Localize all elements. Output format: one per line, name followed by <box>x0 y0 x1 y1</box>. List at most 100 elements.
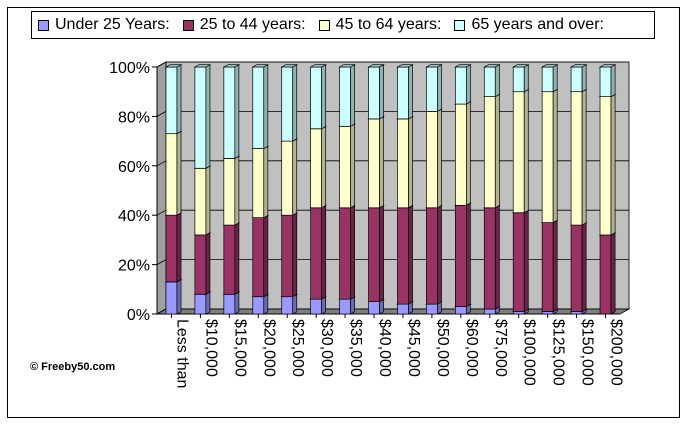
bar-segment <box>194 167 207 236</box>
x-tick-label: $25,000 <box>289 319 306 377</box>
bar-segment-side <box>234 64 240 159</box>
bar-segment-side <box>494 93 500 209</box>
bar-segment <box>426 303 438 315</box>
bar-segment <box>252 66 265 149</box>
legend-item: 65 years and over: <box>454 16 604 34</box>
bar-segment <box>570 224 583 312</box>
bar-segment-side <box>350 64 355 127</box>
bar-segment-side <box>176 212 182 283</box>
bar-segment-side <box>292 64 298 142</box>
bar-segment-side <box>552 64 558 93</box>
x-tick-label: $20,000 <box>260 319 277 377</box>
legend-swatch <box>38 19 49 31</box>
bar-segment-side <box>581 222 587 313</box>
bar-segment <box>483 66 496 97</box>
bar-segment-top <box>338 64 356 68</box>
x-tick-label: $200,000 <box>608 319 625 386</box>
bar-segment-side <box>523 209 529 313</box>
x-tick-label: $100,000 <box>521 319 538 386</box>
bar-segment <box>599 234 612 315</box>
x-tick-label: $15,000 <box>231 319 248 377</box>
bar-segment-side <box>379 116 384 209</box>
gridline-side <box>156 308 167 315</box>
bar-segment <box>570 66 583 93</box>
bar-segment-side <box>205 64 211 169</box>
legend-label: 45 to 64 years: <box>335 16 442 33</box>
bar-segment-side <box>610 232 616 315</box>
bar-segment-side <box>379 204 384 303</box>
bar-segment <box>599 96 612 236</box>
bar-segment-top <box>164 64 183 68</box>
bar-segment-side <box>292 293 298 315</box>
bar-segment-side <box>176 64 182 135</box>
bar-segment <box>426 207 438 305</box>
bar-segment <box>165 66 178 135</box>
x-tick-label: $40,000 <box>376 319 393 377</box>
bar-segment <box>281 296 294 315</box>
gridline-side <box>156 209 167 216</box>
bar-segment <box>397 118 409 209</box>
x-tick-label: $60,000 <box>463 319 480 377</box>
bar-segment-top <box>425 64 443 68</box>
bar-segment-top <box>540 64 559 68</box>
y-tick-label: 100% <box>109 60 150 77</box>
bar-segment <box>426 66 438 112</box>
bar-segment <box>339 298 351 315</box>
legend-label: 65 years and over: <box>471 16 604 33</box>
x-tick-label: $35,000 <box>347 319 364 377</box>
bar-segment <box>165 133 178 216</box>
bar-segment <box>483 96 496 209</box>
y-tick-label: 20% <box>118 258 150 275</box>
legend-item: 25 to 44 years: <box>182 16 306 34</box>
bar-segment <box>368 207 380 302</box>
bar-segment <box>512 311 525 315</box>
bar-segment-side <box>205 232 211 295</box>
bar-segment-side <box>321 64 327 130</box>
bar-segment-top <box>482 64 501 68</box>
side-wall <box>156 61 167 315</box>
bar-segment-side <box>552 88 558 224</box>
bar-segment-side <box>379 64 384 120</box>
source-credit: © Freeby50.com <box>30 361 116 373</box>
bar-segment-side <box>350 123 355 209</box>
x-tick-label: $45,000 <box>405 319 422 377</box>
bar-segment <box>397 303 409 315</box>
legend-swatch <box>182 19 194 31</box>
bar-segment <box>512 212 525 312</box>
bar-segment-side <box>494 204 500 310</box>
bar-segment-side <box>234 291 240 315</box>
bar-segment-side <box>350 204 355 300</box>
bar-segment-side <box>292 212 298 298</box>
bar-segment <box>397 66 409 120</box>
bar-segment <box>368 66 380 120</box>
bar-segment <box>165 281 178 315</box>
bar-segment <box>339 125 351 209</box>
x-tick-label: $10,000 <box>202 319 219 377</box>
bar-segment-side <box>321 125 327 209</box>
bar-segment-top <box>511 64 530 68</box>
bar-segment <box>368 118 380 209</box>
bar-segment-side <box>263 214 269 298</box>
x-tick-label: $150,000 <box>579 319 596 386</box>
x-tick-label: $75,000 <box>492 319 509 377</box>
bar-segment-side <box>205 291 211 315</box>
x-tick-label: $50,000 <box>434 319 451 377</box>
bar-segment <box>483 308 496 315</box>
bar-segment <box>281 140 294 216</box>
bar-segment-side <box>321 296 327 315</box>
bar-segment-side <box>234 222 240 295</box>
bar-segment <box>310 66 323 130</box>
x-tick-label: Less than <box>173 319 190 388</box>
bar-segment-side <box>234 155 240 226</box>
bar-segment-side <box>321 204 327 300</box>
bar-segment <box>541 311 554 315</box>
bar-segment <box>223 66 236 159</box>
bar-segment <box>281 214 294 298</box>
bar-segment-side <box>610 93 616 236</box>
bar-segment-side <box>176 130 182 216</box>
bar-segment <box>368 301 380 315</box>
bar-segment-side <box>552 219 558 313</box>
bar-segment <box>252 217 265 298</box>
bar-segment <box>339 207 351 300</box>
bar-segment <box>223 158 236 226</box>
